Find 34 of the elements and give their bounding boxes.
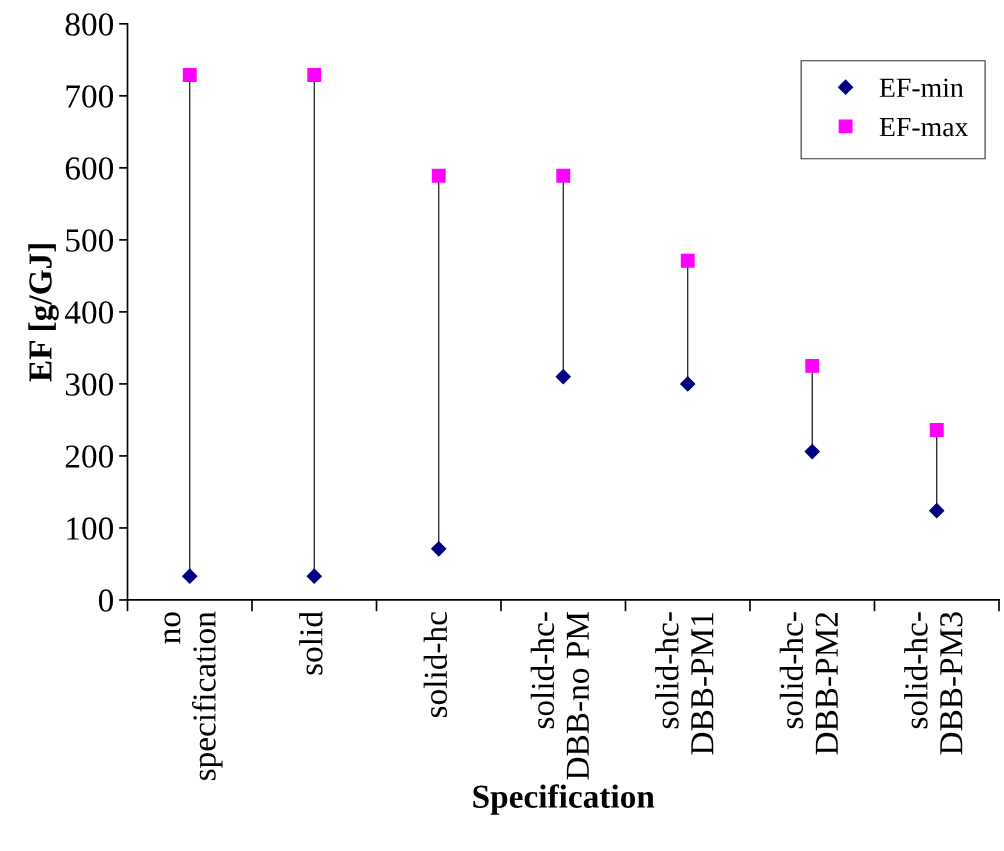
point bbox=[680, 376, 696, 392]
legend-label: EF-max bbox=[879, 117, 969, 137]
point bbox=[929, 423, 944, 437]
y-tick-label: 400 bbox=[64, 301, 114, 324]
y-tick-label: 800 bbox=[65, 13, 114, 36]
point bbox=[805, 358, 820, 373]
point bbox=[431, 541, 447, 557]
y-tick-label: 200 bbox=[65, 445, 114, 468]
point bbox=[431, 168, 446, 183]
x-tick-label: no specification bbox=[164, 611, 223, 780]
x-axis-title: Specification bbox=[473, 784, 655, 815]
y-tick-label: 300 bbox=[65, 373, 114, 396]
point bbox=[307, 68, 322, 82]
point bbox=[555, 369, 571, 385]
point bbox=[306, 568, 322, 584]
legend-label: EF-min bbox=[879, 78, 964, 97]
y-axis-title: EF [g/GJ] bbox=[28, 244, 59, 382]
y-tick-label: 0 bbox=[98, 589, 114, 612]
x-tick-label: solid bbox=[299, 611, 323, 675]
y-tick-label: 500 bbox=[66, 229, 114, 252]
x-tick-label: solid-hc- DBB-no PM bbox=[530, 612, 590, 780]
y-tick-label: 600 bbox=[65, 157, 114, 180]
point bbox=[556, 168, 571, 183]
point bbox=[182, 568, 198, 584]
x-tick-label: solid-hc bbox=[423, 612, 448, 718]
x-tick-label: solid-hc- DBB-PM3 bbox=[904, 612, 963, 755]
x-tick-label: solid-hc- DBB-PM1 bbox=[655, 612, 714, 755]
point bbox=[680, 253, 695, 268]
point bbox=[929, 503, 945, 519]
x-tick-label: solid-hc- DBB-PM2 bbox=[779, 612, 838, 755]
point bbox=[182, 68, 197, 82]
y-tick-label: 100 bbox=[67, 517, 114, 540]
point bbox=[804, 444, 820, 460]
y-tick-label: 700 bbox=[66, 85, 114, 108]
